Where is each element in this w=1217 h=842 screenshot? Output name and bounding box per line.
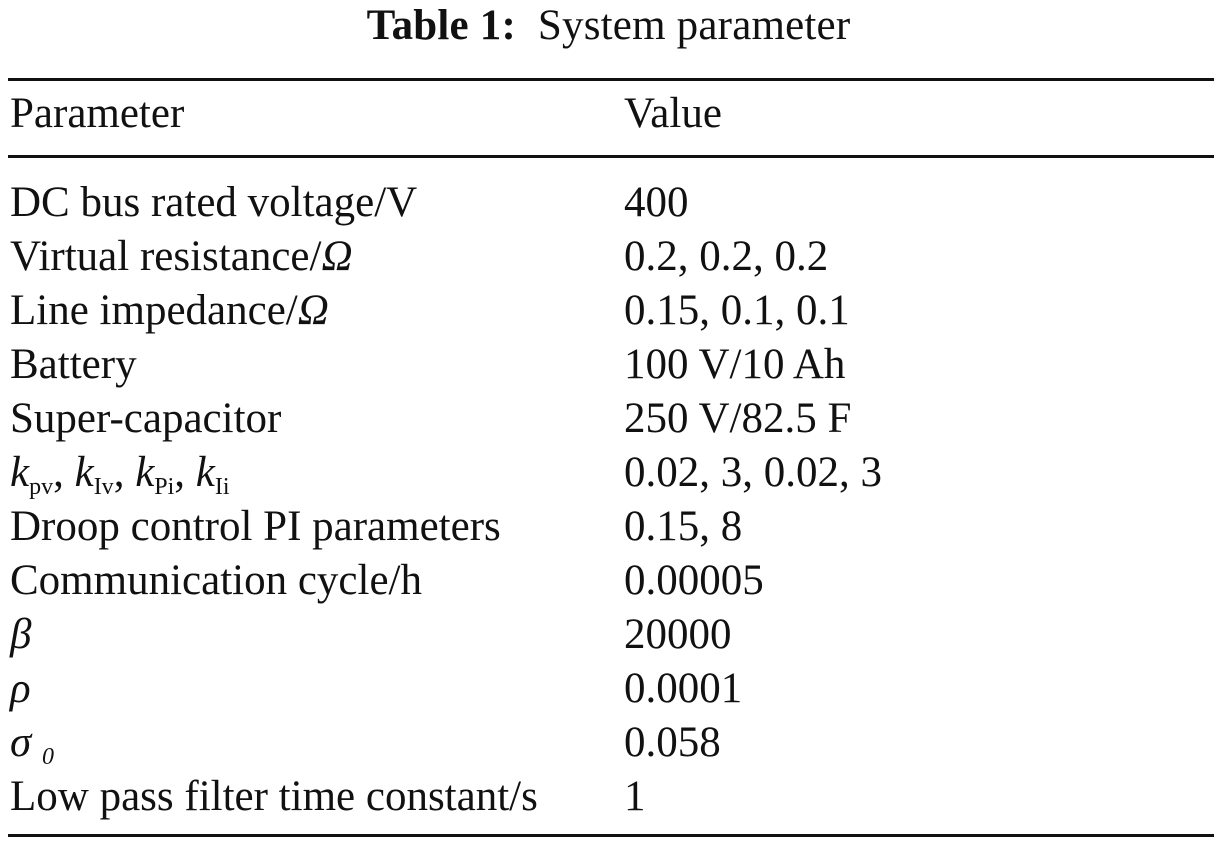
parameter-cell: Virtual resistance/Ω — [10, 230, 353, 284]
caption-title: System parameter — [537, 2, 851, 49]
subscript: Ii — [214, 474, 230, 500]
value-cell: 1 — [624, 773, 646, 820]
header-value: Value — [624, 90, 722, 137]
value-cell: 0.058 — [624, 719, 721, 766]
k-symbol: k — [195, 449, 215, 496]
separator: , — [113, 449, 136, 496]
parameter-cell: Droop control PI parameters — [10, 503, 501, 550]
caption-label: Table 1: — [366, 2, 516, 49]
separator: , — [174, 449, 196, 496]
top-rule — [8, 78, 1214, 81]
parameter-text: Virtual resistance/ — [10, 233, 322, 280]
ohm-symbol: Ω — [321, 233, 353, 280]
value-cell: 0.15, 8 — [624, 503, 743, 550]
rho-symbol: ρ — [10, 665, 31, 712]
parameter-cell: σ 0 — [10, 716, 54, 784]
value-cell: 400 — [624, 179, 689, 226]
header-rule — [8, 155, 1214, 158]
parameter-cell: Battery — [10, 341, 137, 388]
table-caption: Table 1: System parameter — [0, 0, 1217, 52]
value-cell: 0.00005 — [624, 557, 764, 604]
separator: , — [53, 449, 75, 496]
subscript: pv — [29, 474, 54, 500]
parameter-cell: kpv, kIv, kPi, kIi — [10, 446, 230, 514]
sigma-symbol: σ — [10, 719, 32, 766]
ohm-symbol: Ω — [297, 287, 329, 334]
value-cell: 0.2, 0.2, 0.2 — [624, 233, 829, 280]
k-symbol: k — [10, 449, 30, 496]
parameter-cell: Communication cycle/h — [10, 557, 422, 604]
value-cell: 0.02, 3, 0.02, 3 — [624, 449, 882, 496]
parameter-cell: Line impedance/Ω — [10, 284, 329, 338]
subscript: 0 — [41, 744, 54, 770]
value-cell: 20000 — [624, 611, 732, 658]
value-cell: 0.15, 0.1, 0.1 — [624, 287, 850, 334]
parameter-cell: Low pass filter time constant/s — [10, 773, 538, 820]
value-cell: 0.0001 — [624, 665, 743, 712]
k-symbol: k — [135, 449, 155, 496]
beta-symbol: β — [10, 611, 32, 658]
subscript: Iv — [93, 474, 114, 500]
parameter-cell: Super-capacitor — [10, 395, 282, 442]
parameter-cell: DC bus rated voltage/V — [10, 179, 418, 226]
value-cell: 100 V/10 Ah — [624, 341, 846, 388]
header-parameter: Parameter — [10, 90, 185, 137]
bottom-rule — [8, 834, 1214, 837]
parameter-text: Line impedance/ — [10, 287, 298, 334]
k-symbol: k — [74, 449, 94, 496]
value-cell: 250 V/82.5 F — [624, 395, 852, 442]
subscript: Pi — [154, 474, 175, 500]
